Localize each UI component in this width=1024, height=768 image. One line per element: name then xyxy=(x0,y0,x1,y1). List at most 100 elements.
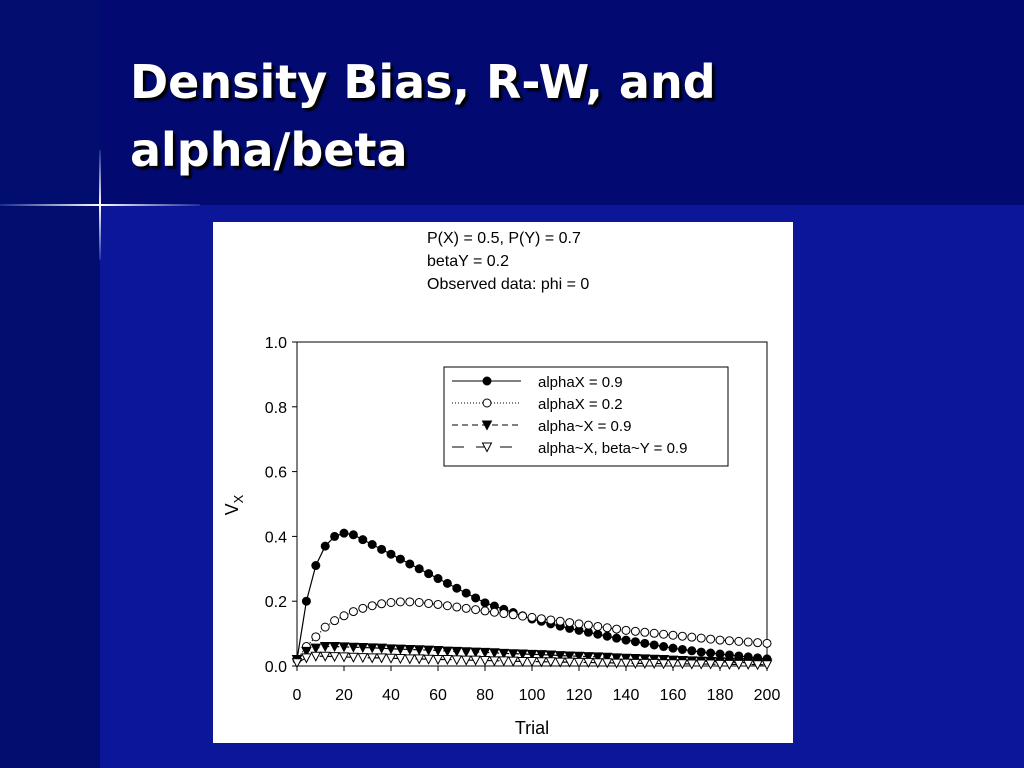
point xyxy=(385,653,397,664)
point xyxy=(507,649,519,660)
point xyxy=(583,620,593,630)
point xyxy=(555,616,565,626)
series-line xyxy=(296,655,767,666)
point xyxy=(564,651,575,662)
point xyxy=(592,652,604,663)
point xyxy=(424,569,434,579)
point xyxy=(301,653,312,664)
x-tick-label: 40 xyxy=(382,687,400,704)
y-axis-label: VX xyxy=(222,494,246,515)
point xyxy=(601,652,613,663)
point xyxy=(565,618,575,628)
point xyxy=(442,601,452,611)
background-band xyxy=(0,0,100,768)
point xyxy=(320,622,330,632)
point xyxy=(573,651,585,662)
point xyxy=(659,629,669,639)
point xyxy=(470,647,481,658)
legend-label: alphaX = 0.2 xyxy=(538,396,623,413)
point xyxy=(386,549,396,559)
point xyxy=(564,657,575,668)
point xyxy=(658,659,669,670)
point xyxy=(742,659,754,670)
annotation: P(X) = 0.5, P(Y) = 0.7 xyxy=(427,230,581,247)
point xyxy=(310,643,322,654)
point xyxy=(593,629,603,639)
point xyxy=(640,638,650,648)
y-axis-label-subscript: X xyxy=(231,494,246,503)
point xyxy=(733,659,745,670)
point xyxy=(715,649,725,659)
point xyxy=(451,646,463,657)
point xyxy=(611,653,622,664)
point xyxy=(668,630,678,640)
point xyxy=(734,636,744,646)
point xyxy=(517,649,528,660)
point xyxy=(706,648,716,658)
point xyxy=(311,561,321,571)
legend-marker xyxy=(481,420,493,431)
point xyxy=(330,616,340,626)
point xyxy=(377,544,387,554)
point xyxy=(405,597,415,607)
point xyxy=(489,607,499,617)
chart: P(X) = 0.5, P(Y) = 0.7 betaY = 0.2 Observe… xyxy=(213,222,793,743)
point xyxy=(762,638,772,648)
point xyxy=(460,647,472,658)
point xyxy=(687,632,697,642)
legend-box xyxy=(443,366,729,467)
point xyxy=(498,656,510,667)
point xyxy=(424,598,434,608)
legend-label: alpha~X, beta~Y = 0.9 xyxy=(538,440,687,457)
point xyxy=(489,656,500,667)
x-tick-label: 20 xyxy=(335,687,353,704)
point xyxy=(677,631,687,641)
legend-marker xyxy=(481,442,493,453)
point xyxy=(376,643,387,654)
point xyxy=(583,657,594,669)
annotation: betaY = 0.2 xyxy=(427,253,509,270)
point xyxy=(743,637,753,647)
point xyxy=(612,633,622,643)
point xyxy=(649,628,659,638)
legend-label: alphaX = 0.9 xyxy=(538,374,623,391)
point xyxy=(442,655,453,666)
point xyxy=(348,642,359,653)
point xyxy=(479,647,491,658)
point xyxy=(291,658,303,669)
point xyxy=(621,625,631,635)
point xyxy=(714,659,726,670)
x-tick-label: 60 xyxy=(429,687,447,704)
point xyxy=(386,597,396,607)
point xyxy=(696,647,706,657)
point xyxy=(518,611,528,621)
point xyxy=(348,530,358,540)
point xyxy=(470,655,481,666)
legend-label: alpha~X = 0.9 xyxy=(538,418,631,435)
x-tick-label: 180 xyxy=(707,687,734,704)
point xyxy=(442,578,452,588)
point xyxy=(536,657,547,668)
point xyxy=(612,624,622,634)
point xyxy=(338,642,350,653)
point xyxy=(366,643,378,654)
point xyxy=(395,654,406,665)
point xyxy=(348,652,359,663)
point xyxy=(489,648,500,659)
y-tick-label: 0.8 xyxy=(265,400,287,417)
point xyxy=(339,528,349,538)
point xyxy=(358,603,368,613)
point xyxy=(480,606,490,616)
point xyxy=(508,610,518,620)
x-tick-label: 80 xyxy=(476,687,494,704)
point xyxy=(630,654,641,665)
annotation: Observed data: phi = 0 xyxy=(427,276,589,293)
y-tick-label: 0.2 xyxy=(265,594,287,611)
point xyxy=(433,599,443,609)
decor-line xyxy=(99,150,101,260)
point xyxy=(404,644,416,656)
point xyxy=(395,644,406,655)
point xyxy=(695,659,707,670)
point xyxy=(602,631,612,641)
point xyxy=(593,621,603,631)
